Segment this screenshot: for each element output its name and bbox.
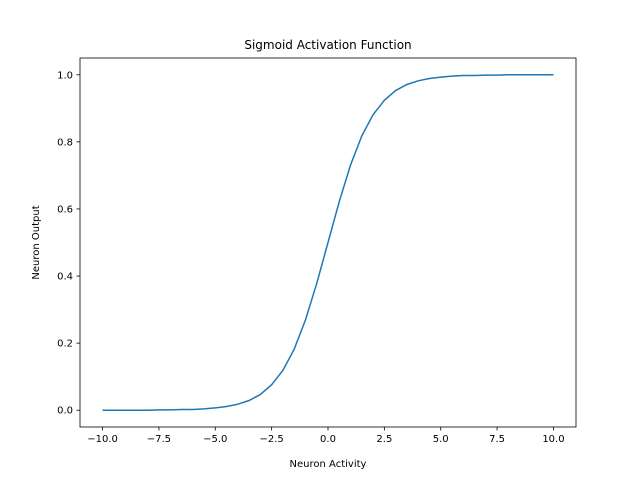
x-tick-label: 0.0 [320, 434, 336, 445]
line-series [102, 74, 554, 411]
y-axis-label: Neuron Output [31, 205, 42, 279]
x-tick-label: 2.5 [376, 434, 392, 445]
plot-frame [79, 57, 577, 428]
y-tick-label: 0.2 [57, 339, 73, 350]
y-tick-label: 0.6 [57, 204, 73, 215]
x-tick-label: −2.5 [259, 434, 283, 445]
chart-title: Sigmoid Activation Function [244, 38, 411, 52]
x-tick-label: −5.0 [203, 434, 227, 445]
x-tick-label: −7.5 [147, 434, 171, 445]
y-tick-label: 0.0 [57, 406, 73, 417]
x-tick-label: 10.0 [542, 434, 564, 445]
x-tick-label: 5.0 [433, 434, 449, 445]
x-tick-label: −10.0 [87, 434, 118, 445]
y-tick-label: 1.0 [57, 70, 73, 81]
x-axis-label: Neuron Activity [290, 459, 367, 470]
y-tick-label: 0.8 [57, 137, 73, 148]
x-tick-label: 7.5 [489, 434, 505, 445]
y-tick-label: 0.4 [57, 272, 73, 283]
